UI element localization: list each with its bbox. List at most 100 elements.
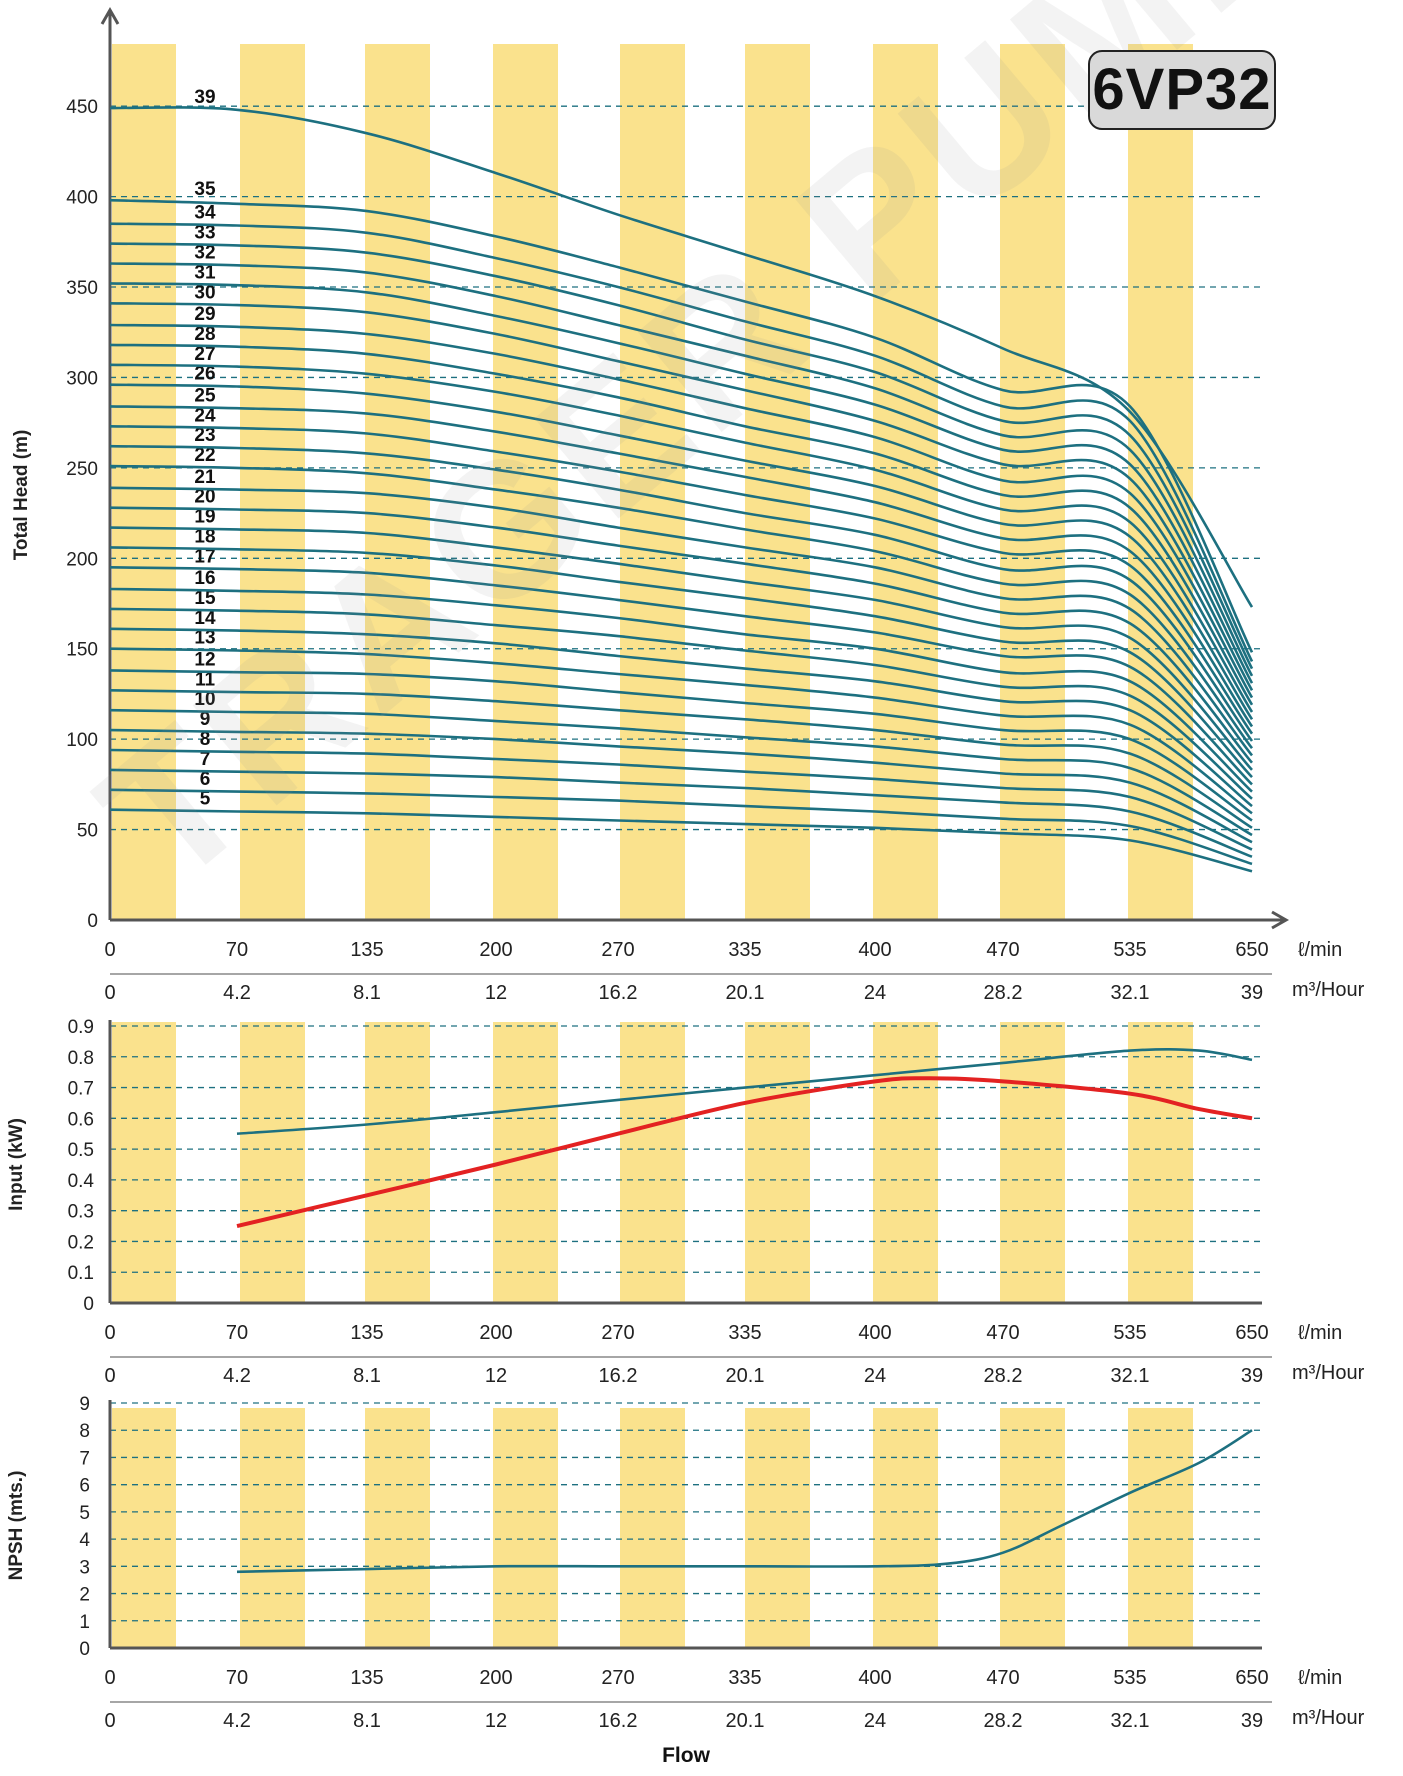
npsh-x-tick-m3h-0: 0 xyxy=(104,1710,115,1732)
head-curve-stage-11 xyxy=(109,689,1253,829)
head-stage-label-35: 35 xyxy=(194,179,216,200)
input-curve-0 xyxy=(236,1047,1253,1135)
npsh-y-tick-7: 7 xyxy=(79,1448,90,1469)
input-x-tick-m3h-9: 39 xyxy=(1241,1365,1263,1387)
head-x-tick-m3h-7: 28.2 xyxy=(984,982,1023,1004)
npsh-x-tick-lmin-9: 650 xyxy=(1235,1667,1268,1689)
head-stage-label-23: 23 xyxy=(194,425,215,446)
head-curve-stage-25 xyxy=(109,405,1254,728)
input-unit-lmin: ℓ/min xyxy=(1298,1322,1342,1344)
input-y-tick-1: 0.1 xyxy=(68,1263,94,1284)
npsh-x-tick-m3h-5: 20.1 xyxy=(726,1710,765,1732)
npsh-band-8 xyxy=(1128,1408,1193,1648)
npsh-unit-lmin: ℓ/min xyxy=(1298,1667,1342,1689)
head-stage-label-7: 7 xyxy=(200,749,211,770)
head-stage-label-32: 32 xyxy=(194,243,215,264)
head-y-tick-0: 0 xyxy=(87,911,98,932)
head-stage-label-21: 21 xyxy=(194,467,216,488)
input-unit-m3h: m³/Hour xyxy=(1292,1362,1365,1384)
input-x-tick-m3h-0: 0 xyxy=(104,1365,115,1387)
head-curve-stage-22 xyxy=(109,464,1254,750)
head-stage-label-18: 18 xyxy=(194,526,215,547)
input-x-tick-lmin-4: 270 xyxy=(601,1322,634,1344)
npsh-x-tick-lmin-5: 335 xyxy=(728,1667,761,1689)
npsh-y-tick-2: 2 xyxy=(79,1585,90,1606)
head-stage-label-11: 11 xyxy=(195,669,216,690)
head-stage-label-28: 28 xyxy=(194,324,215,345)
head-unit-lmin: ℓ/min xyxy=(1298,939,1342,961)
head-y-tick-5: 250 xyxy=(66,459,98,480)
npsh-curve-0 xyxy=(236,1429,1253,1574)
npsh-x-tick-lmin-1: 70 xyxy=(226,1667,248,1689)
input-x-tick-m3h-1: 4.2 xyxy=(223,1365,251,1387)
npsh-x-tick-m3h-4: 16.2 xyxy=(599,1710,638,1732)
head-y-tick-1: 50 xyxy=(77,821,98,842)
head-stage-label-34: 34 xyxy=(194,203,216,224)
input-x-tick-m3h-4: 16.2 xyxy=(599,1365,638,1387)
npsh-y-tick-8: 8 xyxy=(79,1421,90,1442)
head-curve-stage-39 xyxy=(109,106,1254,608)
input-x-tick-lmin-7: 470 xyxy=(986,1322,1019,1344)
input-x-tick-lmin-0: 0 xyxy=(104,1322,115,1344)
head-stage-label-14: 14 xyxy=(194,608,216,629)
npsh-x-tick-lmin-6: 400 xyxy=(858,1667,891,1689)
npsh-y-tick-0: 0 xyxy=(79,1639,90,1660)
input-y-tick-7: 0.7 xyxy=(68,1079,94,1100)
head-curve-stage-23 xyxy=(109,444,1254,742)
input-x-tick-lmin-3: 200 xyxy=(479,1322,512,1344)
npsh-band-3 xyxy=(493,1408,558,1648)
head-unit-m3h: m³/Hour xyxy=(1292,979,1365,1001)
input-x-tick-m3h-7: 28.2 xyxy=(984,1365,1023,1387)
head-y-tick-8: 400 xyxy=(66,188,98,209)
input-x-tick-lmin-8: 535 xyxy=(1113,1322,1146,1344)
head-curve-stage-6 xyxy=(109,788,1253,866)
head-curve-stage-10 xyxy=(109,708,1253,837)
head-curve-stage-28 xyxy=(109,343,1254,706)
head-curve-stage-5 xyxy=(109,808,1253,873)
npsh-x-tick-m3h-7: 28.2 xyxy=(984,1710,1023,1732)
npsh-y-tick-1: 1 xyxy=(79,1612,90,1633)
input-y-tick-3: 0.3 xyxy=(68,1202,94,1223)
npsh-band-4 xyxy=(620,1408,685,1648)
head-stage-label-26: 26 xyxy=(194,364,215,385)
head-curve-stage-9 xyxy=(109,728,1253,844)
input-band-5 xyxy=(745,1022,810,1303)
input-x-tick-lmin-6: 400 xyxy=(858,1322,891,1344)
npsh-band-5 xyxy=(745,1408,810,1648)
head-x-tick-lmin-5: 335 xyxy=(728,939,761,961)
head-stage-label-16: 16 xyxy=(194,568,215,589)
input-band-6 xyxy=(873,1022,938,1303)
head-x-tick-lmin-8: 535 xyxy=(1113,939,1146,961)
head-x-tick-m3h-9: 39 xyxy=(1241,982,1263,1004)
head-stage-label-5: 5 xyxy=(200,789,211,810)
head-band-6 xyxy=(873,44,938,920)
input-x-tick-lmin-1: 70 xyxy=(226,1322,248,1344)
head-stage-label-10: 10 xyxy=(194,689,215,710)
head-x-tick-lmin-6: 400 xyxy=(858,939,891,961)
npsh-x-tick-lmin-2: 135 xyxy=(350,1667,383,1689)
input-band-2 xyxy=(365,1022,430,1303)
head-stage-label-17: 17 xyxy=(194,546,215,567)
head-y-tick-3: 150 xyxy=(66,640,98,661)
head-curve-stage-21 xyxy=(109,486,1253,757)
npsh-x-tick-m3h-6: 24 xyxy=(864,1710,886,1732)
head-curve-stage-30 xyxy=(109,302,1254,691)
head-y-tick-2: 100 xyxy=(66,730,98,751)
head-stage-label-20: 20 xyxy=(194,487,215,508)
head-y-arrow xyxy=(100,6,120,25)
npsh-unit-m3h: m³/Hour xyxy=(1292,1707,1365,1729)
npsh-y-tick-3: 3 xyxy=(79,1557,90,1578)
npsh-x-tick-m3h-8: 32.1 xyxy=(1111,1710,1150,1732)
input-x-tick-m3h-6: 24 xyxy=(864,1365,886,1387)
head-band-0 xyxy=(112,44,176,920)
head-x-tick-m3h-8: 32.1 xyxy=(1111,982,1150,1004)
npsh-y-tick-4: 4 xyxy=(79,1530,90,1551)
head-x-tick-m3h-5: 20.1 xyxy=(726,982,765,1004)
head-curve-stage-31 xyxy=(109,282,1254,684)
input-band-1 xyxy=(240,1022,305,1303)
npsh-band-6 xyxy=(873,1408,938,1648)
npsh-y-tick-9: 9 xyxy=(79,1394,90,1415)
npsh-x-tick-lmin-7: 470 xyxy=(986,1667,1019,1689)
head-stage-label-6: 6 xyxy=(200,769,211,790)
